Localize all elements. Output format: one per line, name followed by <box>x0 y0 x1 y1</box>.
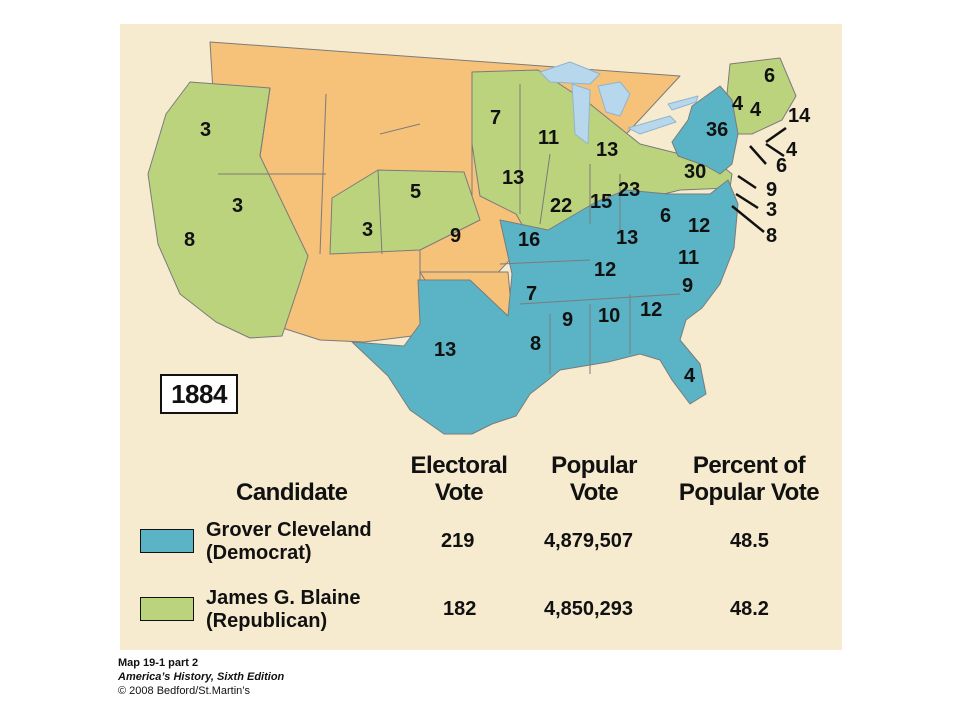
republican-swatch <box>140 597 194 621</box>
label-nevada: 3 <box>232 195 243 217</box>
label-wisconsin: 11 <box>538 127 559 149</box>
cleveland-electoral: 219 <box>441 530 475 552</box>
label-virginia: 12 <box>688 215 710 237</box>
blaine-electoral: 182 <box>443 598 477 620</box>
label-alabama: 10 <box>598 305 620 327</box>
label-new-york: 36 <box>706 119 728 141</box>
header-percent-popular-vote: Percent of Popular Vote <box>678 452 820 506</box>
label-illinois: 22 <box>550 195 572 217</box>
blaine-popular: 4,850,293 <box>544 598 633 620</box>
label-michigan: 13 <box>596 139 618 161</box>
label-oregon: 3 <box>200 119 211 141</box>
header-candidate: Candidate <box>236 479 348 506</box>
label-massachusetts: 14 <box>788 105 811 127</box>
label-missouri: 16 <box>518 229 540 251</box>
label-south-carolina: 9 <box>682 275 693 297</box>
label-new-jersey: 9 <box>766 179 777 201</box>
label-north-carolina: 11 <box>678 247 699 269</box>
label-indiana: 15 <box>590 191 612 213</box>
label-tennessee: 12 <box>594 259 616 281</box>
label-rhode-island: 4 <box>786 139 798 161</box>
label-delaware: 3 <box>766 199 777 221</box>
map-credit: Map 19-1 part 2 America’s History, Sixth… <box>118 657 285 697</box>
header-popular-vote: Popular Vote <box>551 452 637 506</box>
cleveland-percent: 48.5 <box>730 530 769 552</box>
label-pennsylvania: 30 <box>684 161 706 183</box>
great-lakes <box>539 61 699 145</box>
label-louisiana: 8 <box>530 333 541 355</box>
label-minnesota: 7 <box>490 107 501 129</box>
year-label: 1884 <box>160 374 238 414</box>
new-york <box>671 85 739 175</box>
candidate-cleveland: Grover Cleveland (Democrat) <box>206 519 372 564</box>
label-kentucky: 13 <box>616 227 638 249</box>
blaine-percent: 48.2 <box>730 598 769 620</box>
label-maryland: 8 <box>766 225 777 247</box>
cleveland-popular: 4,879,507 <box>544 530 633 552</box>
label-new-hampshire: 4 <box>750 99 762 121</box>
democrat-swatch <box>140 529 194 553</box>
southern-states <box>351 179 739 435</box>
label-iowa: 13 <box>502 167 524 189</box>
label-georgia: 12 <box>640 299 662 321</box>
label-california: 8 <box>184 229 195 251</box>
label-florida: 4 <box>684 365 696 387</box>
label-ohio: 23 <box>618 179 640 201</box>
label-kansas: 9 <box>450 225 461 247</box>
label-maine: 6 <box>764 65 775 87</box>
label-west-virginia: 6 <box>660 205 671 227</box>
header-electoral-vote: Electoral Vote <box>410 452 508 506</box>
label-texas: 13 <box>434 339 456 361</box>
northern-states <box>471 69 733 271</box>
us-electoral-map: 3 3 8 3 5 9 7 11 13 13 22 15 16 13 12 7 … <box>147 41 811 435</box>
label-vermont: 4 <box>732 93 744 115</box>
label-mississippi: 9 <box>562 309 573 331</box>
candidate-blaine: James G. Blaine (Republican) <box>206 587 361 632</box>
label-nebraska: 5 <box>410 181 421 203</box>
label-connecticut: 6 <box>776 155 787 177</box>
label-colorado: 3 <box>362 219 373 241</box>
label-arkansas: 7 <box>526 283 537 305</box>
